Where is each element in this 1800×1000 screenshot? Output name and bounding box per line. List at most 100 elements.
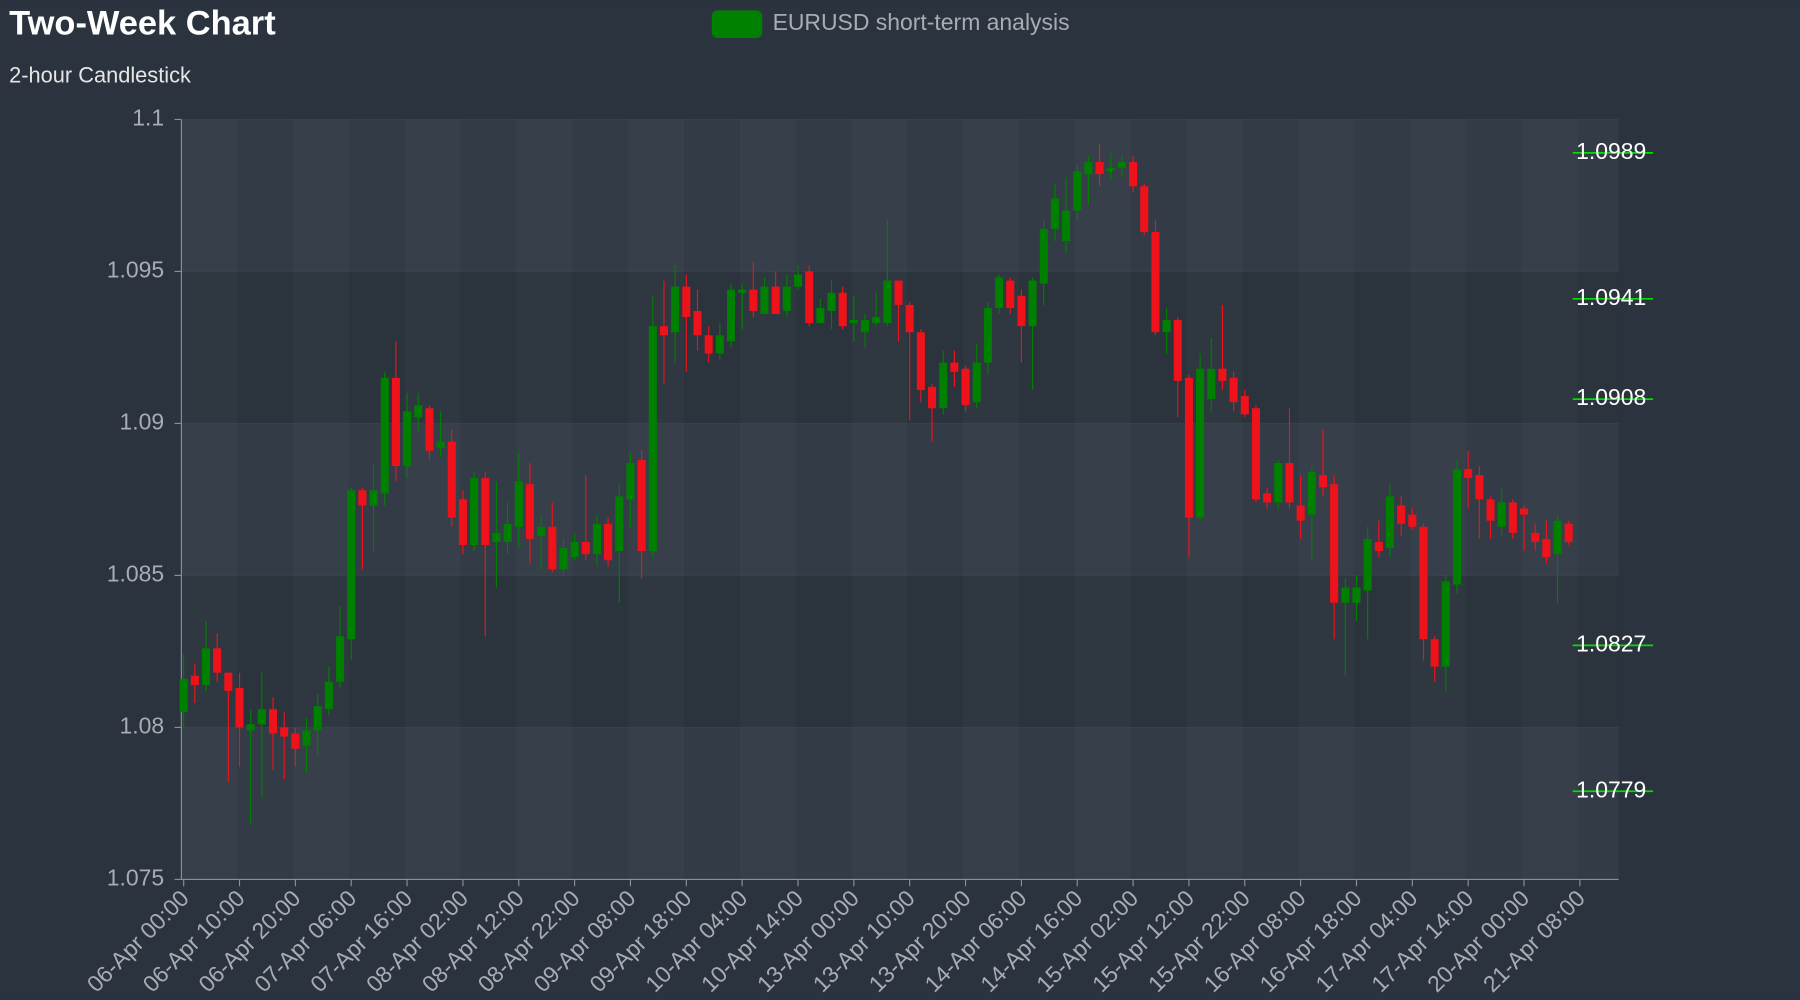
candle-body (1106, 168, 1115, 172)
plot-band (1298, 119, 1354, 879)
candle-body (816, 307, 825, 324)
candle-body (1218, 368, 1227, 381)
candle-body (1531, 532, 1540, 542)
candle-body (481, 478, 490, 546)
candle-body (838, 292, 847, 327)
candle-body (1497, 502, 1506, 527)
candle-body (1062, 210, 1071, 242)
candle-body (1408, 514, 1417, 527)
candle-body (1542, 538, 1551, 558)
candle-body (827, 292, 836, 311)
candle-body (514, 481, 523, 527)
candle-body (1140, 186, 1149, 232)
level-label: 1.0908 (1576, 384, 1646, 410)
candle-body (972, 362, 981, 403)
candle-body (1296, 505, 1305, 521)
legend-swatch[interactable] (711, 10, 763, 38)
candle-body (928, 386, 937, 409)
candle-body (559, 548, 568, 570)
candle-body (403, 411, 412, 466)
candle-body (280, 727, 289, 737)
chart-subtitle: 2-hour Candlestick (9, 63, 191, 88)
y-tick-label: 1.075 (107, 864, 164, 890)
candle-body (503, 523, 512, 542)
candle-body (659, 326, 668, 336)
candle-body (1028, 280, 1037, 327)
candle-body (1017, 295, 1026, 327)
candle-body (179, 678, 188, 713)
plot-area (181, 119, 1619, 880)
level-label: 1.0779 (1576, 776, 1646, 802)
candle-body (201, 648, 211, 685)
plot-band (181, 575, 1619, 728)
candle-body (1274, 462, 1283, 503)
candle-body (1207, 368, 1216, 400)
candle-body (1419, 526, 1428, 640)
candle-body (995, 277, 1004, 308)
candle-body (849, 320, 858, 324)
candle-body (749, 289, 758, 311)
candle-body (358, 490, 367, 506)
candle-body (537, 526, 546, 536)
candle-body (235, 687, 244, 728)
candle-body (693, 310, 702, 336)
plot-band (516, 119, 572, 879)
candle-body (704, 335, 713, 354)
plot-band (963, 119, 1019, 879)
plot-band (1522, 119, 1578, 879)
candle-body (671, 286, 680, 333)
candle-body (1318, 475, 1327, 488)
candle-body (916, 332, 925, 390)
candle-body (1263, 493, 1272, 503)
candle-body (347, 490, 356, 640)
candle-body (771, 286, 780, 314)
candle-body (604, 523, 613, 561)
candle-body (1084, 162, 1093, 175)
candle-body (369, 490, 378, 506)
level-label: 1.0827 (1576, 630, 1646, 656)
plot-band (1187, 119, 1243, 879)
candle-body (615, 496, 624, 552)
candle-body (1486, 499, 1495, 521)
plot-band (293, 119, 349, 879)
candle-body (525, 484, 534, 539)
candle-body (872, 317, 881, 324)
candle-body (1307, 472, 1316, 515)
candle-body (738, 289, 747, 293)
candle-body (570, 541, 579, 558)
candle-body (213, 648, 222, 673)
candle-body (1564, 523, 1573, 542)
candle-body (380, 377, 389, 494)
level-label: 1.0989 (1576, 138, 1646, 164)
candle-body (470, 478, 479, 546)
candle-body (682, 286, 691, 318)
candle-body (269, 709, 278, 734)
candle-body (905, 304, 914, 333)
candle-body (626, 462, 635, 500)
candle-body (1475, 475, 1484, 500)
plot-band (852, 119, 908, 879)
candle-body (313, 706, 322, 731)
y-tick-label: 1.08 (120, 712, 165, 738)
candle-body (324, 681, 333, 710)
y-tick-label: 1.09 (120, 408, 165, 434)
candle-body (336, 636, 345, 682)
candle-body (894, 280, 903, 305)
candle-body (1151, 231, 1160, 333)
candle-body (1117, 162, 1126, 169)
candle-body (637, 459, 646, 552)
legend-label[interactable]: EURUSD short-term analysis (773, 9, 1070, 35)
candle-body (1129, 162, 1138, 187)
candle-body (291, 733, 300, 749)
plot-bands (181, 119, 1619, 880)
chart-title: Two-Week Chart (9, 4, 276, 42)
candle-body (760, 286, 769, 314)
y-tick-label: 1.095 (107, 257, 164, 283)
candle-body (1374, 541, 1383, 552)
candle-body (1173, 320, 1182, 381)
candle-body (1441, 581, 1450, 667)
candle-body (391, 377, 400, 466)
candle-body (726, 289, 736, 342)
candle-body (1430, 639, 1439, 667)
candle-body (1095, 162, 1104, 175)
